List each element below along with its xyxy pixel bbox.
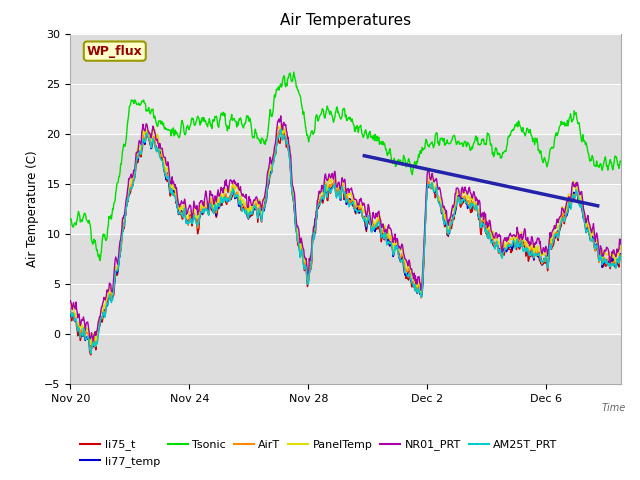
Bar	[70, 184, 621, 234]
Title: Air Temperatures: Air Temperatures	[280, 13, 411, 28]
Bar	[70, 334, 621, 384]
Bar	[70, 34, 621, 84]
Bar	[70, 134, 621, 184]
Bar	[70, 234, 621, 284]
Y-axis label: Air Temperature (C): Air Temperature (C)	[26, 151, 39, 267]
Legend: li75_t, li77_temp, Tsonic, AirT, PanelTemp, NR01_PRT, AM25T_PRT: li75_t, li77_temp, Tsonic, AirT, PanelTe…	[76, 435, 562, 471]
Bar	[70, 84, 621, 134]
Bar	[70, 284, 621, 334]
Text: Time: Time	[602, 403, 627, 413]
Text: WP_flux: WP_flux	[87, 45, 143, 58]
